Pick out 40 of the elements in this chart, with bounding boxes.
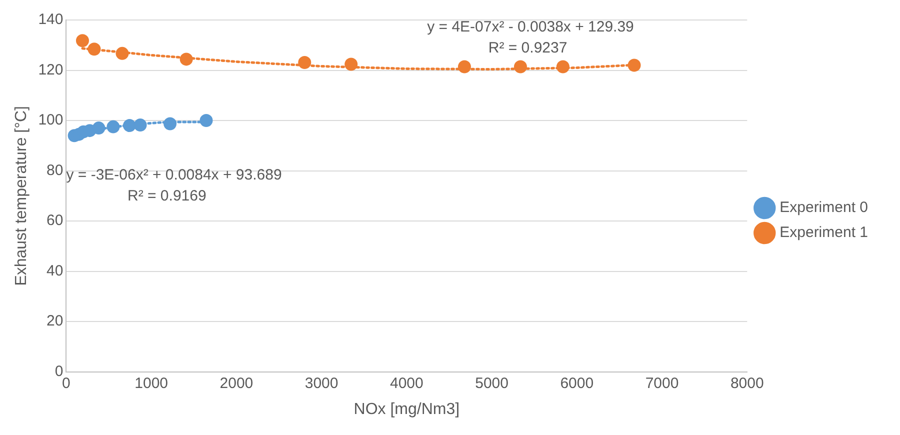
y-tick-label: 0 [54, 362, 64, 380]
annotation: R² = 0.9169 [128, 188, 206, 205]
x-tick-label: 6000 [560, 374, 594, 392]
annotation: y = -3E-06x² + 0.0084x + 93.689 [66, 166, 282, 184]
point [122, 119, 136, 132]
y-axis-title: Exhaust temperature [°C] [13, 106, 30, 286]
point [298, 56, 312, 69]
legend-label: Experiment 0 [780, 199, 868, 216]
point [116, 46, 129, 60]
y-tick-label: 140 [38, 11, 64, 28]
annotation: R² = 0.9237 [488, 40, 568, 57]
legend-label: Experiment 1 [780, 224, 868, 242]
point [92, 122, 106, 135]
point [556, 60, 570, 74]
point [200, 114, 213, 128]
y-tick-label: 100 [38, 112, 64, 129]
point [164, 117, 177, 130]
x-axis-title: NOx [mg/Nm3] [354, 400, 460, 418]
point [344, 58, 358, 71]
point [628, 58, 641, 72]
x-tick-label: 2000 [220, 374, 254, 392]
point [458, 60, 471, 74]
point [106, 120, 120, 134]
x-tick-label: 5000 [475, 374, 508, 392]
y-tick-label: 120 [38, 61, 64, 78]
y-tick-label: 20 [46, 312, 64, 330]
x-tick-label: 8000 [730, 374, 764, 392]
y-tick-label: 60 [46, 212, 64, 230]
annotation: y = 4E-07x² - 0.0038x + 129.39 [427, 18, 634, 36]
y-tick-label: 80 [46, 162, 64, 179]
x-tick-label: 3000 [304, 374, 338, 392]
point [180, 52, 193, 66]
point [88, 42, 101, 56]
x-tick-label: 4000 [390, 374, 424, 392]
x-tick-label: 1000 [134, 374, 168, 392]
x-tick-label: 7000 [645, 374, 679, 392]
y-tick-label: 40 [46, 262, 64, 280]
point [514, 60, 527, 74]
point [134, 118, 147, 132]
point [76, 34, 89, 48]
